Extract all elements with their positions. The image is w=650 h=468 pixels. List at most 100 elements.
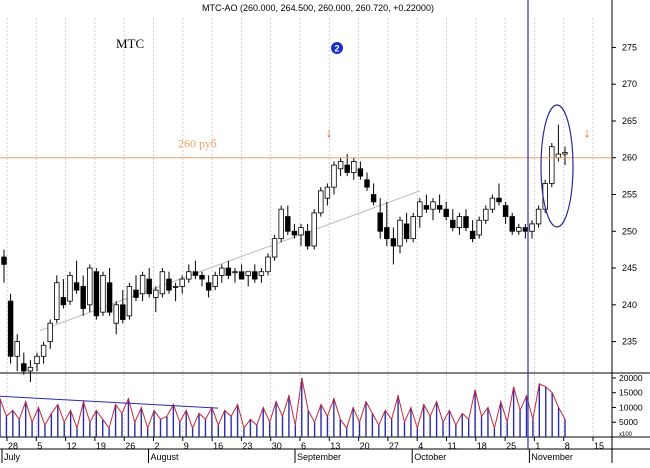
candle-down bbox=[423, 205, 430, 210]
candle-down bbox=[502, 205, 509, 217]
symbol-label: MTC bbox=[116, 36, 144, 51]
price-tick-label: 270 bbox=[622, 79, 637, 89]
month-label: October bbox=[414, 452, 446, 462]
candle-down bbox=[370, 194, 377, 203]
volume-axis: 5000 10000 15000 20000 x100 bbox=[612, 373, 643, 438]
candle-down bbox=[192, 271, 199, 276]
candle-down bbox=[357, 168, 364, 177]
volume-tick-label: 10000 bbox=[619, 402, 643, 412]
price-tick-label: 240 bbox=[622, 300, 637, 310]
candle-up bbox=[430, 201, 436, 210]
candle-up bbox=[113, 304, 119, 324]
badge-circle bbox=[331, 42, 343, 54]
date-tick-label: 30 bbox=[272, 441, 282, 451]
date-tick-label: 4 bbox=[418, 441, 423, 451]
candle-down bbox=[60, 297, 67, 306]
price-tick-label: 245 bbox=[622, 263, 637, 273]
candle-down bbox=[291, 230, 298, 236]
candle-up bbox=[549, 146, 555, 184]
month-label: September bbox=[297, 452, 341, 462]
candle-down bbox=[238, 271, 245, 280]
candle-down bbox=[463, 216, 469, 228]
candle-down bbox=[364, 179, 370, 188]
date-tick-label: 27 bbox=[389, 441, 399, 451]
date-tick-label: 11 bbox=[448, 441, 457, 451]
candle-up bbox=[298, 227, 304, 236]
volume-tick-label: 20000 bbox=[619, 373, 643, 383]
candle-up bbox=[351, 161, 357, 173]
candle-down bbox=[133, 289, 139, 298]
price-tick-label: 235 bbox=[622, 337, 637, 347]
date-tick-label: 13 bbox=[330, 441, 340, 451]
candle-up bbox=[54, 282, 60, 320]
candle-down bbox=[21, 363, 27, 372]
candle-down bbox=[7, 300, 14, 357]
date-tick-label: 5 bbox=[37, 441, 42, 451]
candle-up bbox=[139, 274, 146, 295]
candle-down bbox=[252, 271, 258, 280]
candle-up bbox=[318, 190, 324, 214]
price-tick-label: 250 bbox=[622, 226, 637, 236]
candle-up bbox=[219, 267, 225, 276]
candle-up bbox=[40, 344, 47, 357]
volume-tick-label: 5000 bbox=[619, 417, 638, 427]
candle-up bbox=[555, 153, 562, 159]
candle-up bbox=[14, 341, 20, 357]
candle-up bbox=[159, 271, 166, 295]
candle-down bbox=[225, 267, 232, 276]
candlestick-series bbox=[1, 124, 568, 383]
candle-up bbox=[331, 164, 337, 188]
candle-up bbox=[489, 197, 496, 210]
badge-label: 2 bbox=[334, 44, 339, 54]
candle-down bbox=[496, 197, 502, 203]
candle-up bbox=[172, 286, 179, 288]
candle-up bbox=[27, 366, 34, 372]
candle-up bbox=[186, 271, 192, 280]
candle-down bbox=[403, 223, 410, 240]
candle-up bbox=[535, 208, 542, 225]
candle-up bbox=[456, 216, 463, 228]
candle-down bbox=[80, 286, 86, 309]
date-tick-label: 6 bbox=[301, 441, 306, 451]
volume-series bbox=[0, 377, 566, 437]
date-tick-label: 18 bbox=[477, 441, 487, 451]
price-tick-label: 265 bbox=[622, 116, 637, 126]
candle-up bbox=[324, 186, 331, 199]
candle-up bbox=[410, 216, 416, 240]
candle-down bbox=[436, 205, 443, 210]
price-tick-label: 275 bbox=[622, 42, 637, 52]
candle-down bbox=[1, 256, 7, 265]
price-tick-label: 260 bbox=[622, 153, 637, 163]
month-label: July bbox=[4, 452, 21, 462]
volume-trend-line bbox=[0, 395, 219, 409]
month-label: August bbox=[151, 452, 180, 462]
candle-down bbox=[443, 208, 449, 217]
candle-up bbox=[529, 223, 535, 232]
candle-up bbox=[100, 274, 106, 313]
candle-up bbox=[47, 322, 53, 342]
candle-up bbox=[278, 208, 284, 240]
candle-up bbox=[562, 152, 568, 155]
candle-down bbox=[106, 282, 113, 313]
candle-up bbox=[476, 219, 482, 236]
candle-up bbox=[179, 278, 185, 287]
date-tick-label: 9 bbox=[184, 441, 189, 451]
date-tick-label: 2 bbox=[155, 441, 160, 451]
candle-up bbox=[265, 256, 271, 273]
candle-down bbox=[120, 304, 126, 320]
candle-down bbox=[166, 278, 172, 291]
volume-tick-label: 15000 bbox=[619, 388, 643, 398]
candle-up bbox=[232, 271, 238, 274]
candle-down bbox=[304, 230, 311, 247]
candle-down bbox=[469, 230, 476, 240]
chart-title: MTC-AO (260.000, 264.500, 260.000, 260.7… bbox=[202, 3, 434, 13]
candle-up bbox=[397, 219, 403, 247]
candle-down bbox=[93, 271, 100, 317]
date-tick-label: 19 bbox=[96, 441, 106, 451]
candle-up bbox=[271, 238, 278, 258]
candle-down bbox=[390, 238, 397, 247]
volume-line bbox=[0, 377, 566, 430]
date-tick-label: 20 bbox=[360, 441, 370, 451]
